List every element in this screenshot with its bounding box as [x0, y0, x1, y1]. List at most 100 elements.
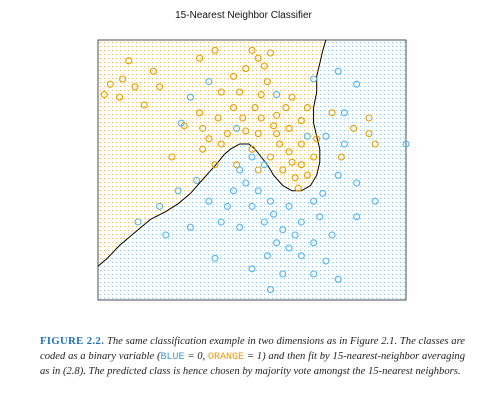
- orange-point: [371, 140, 379, 148]
- orange-point: [297, 117, 305, 125]
- blue-point: [310, 270, 318, 278]
- orange-point: [273, 111, 281, 119]
- blue-code: BLUE: [160, 351, 185, 363]
- blue-point: [260, 161, 268, 169]
- orange-point: [303, 104, 311, 112]
- blue-point: [242, 179, 250, 187]
- orange-point: [229, 104, 238, 112]
- blue-point: [205, 78, 213, 86]
- orange-point: [279, 166, 287, 174]
- blue-point: [260, 218, 268, 226]
- orange-point: [263, 78, 271, 86]
- orange-point: [199, 124, 207, 132]
- orange-point: [239, 114, 247, 122]
- orange-point: [288, 93, 296, 101]
- blue-point: [229, 187, 238, 195]
- orange-point: [100, 91, 108, 99]
- blue-point: [266, 286, 275, 294]
- blue-point: [371, 197, 379, 205]
- blue-point: [270, 210, 278, 218]
- orange-point: [260, 62, 268, 70]
- orange-point: [313, 135, 321, 143]
- orange-point: [217, 140, 225, 148]
- decision-boundary: [97, 39, 327, 267]
- orange-point: [196, 54, 204, 62]
- orange-point: [273, 130, 281, 138]
- blue-point: [334, 67, 342, 75]
- blue-point: [285, 202, 293, 210]
- orange-point: [205, 135, 213, 143]
- orange-point: [242, 65, 250, 73]
- orange-point: [116, 93, 124, 101]
- orange-point: [285, 148, 293, 156]
- orange-point: [310, 153, 318, 161]
- blue-point: [297, 218, 305, 226]
- orange-point: [294, 184, 302, 192]
- blue-point: [334, 171, 342, 179]
- blue-point: [353, 179, 361, 187]
- caption-text-c: = 1) and then fit by 15-nearest-neighbor…: [40, 350, 465, 378]
- caption-text-b: = 0,: [184, 350, 209, 362]
- blue-point: [340, 140, 348, 148]
- blue-point: [156, 202, 164, 210]
- orange-point: [223, 130, 231, 138]
- orange-point: [211, 46, 219, 54]
- blue-point: [340, 109, 348, 117]
- orange-point: [297, 140, 305, 148]
- blue-point: [310, 197, 318, 205]
- plot-frame: [97, 39, 407, 301]
- orange-point: [254, 166, 262, 174]
- orange-point: [131, 83, 139, 91]
- blue-point: [279, 270, 287, 278]
- orange-code: ORANGE: [208, 351, 245, 363]
- figure-caption: FIGURE 2.2. The same classification exam…: [40, 335, 465, 380]
- orange-point: [251, 104, 259, 112]
- blue-point: [291, 231, 299, 239]
- blue-point: [174, 187, 182, 195]
- blue-point: [248, 202, 256, 210]
- caption-text-a: The same classification example in two d…: [40, 336, 466, 362]
- orange-point: [248, 46, 256, 54]
- blue-point: [334, 275, 342, 283]
- orange-point: [254, 54, 262, 62]
- knn-plot: [97, 39, 410, 301]
- blue-point: [211, 254, 219, 262]
- orange-point: [288, 158, 296, 166]
- orange-point: [156, 83, 164, 91]
- blue-point: [162, 231, 170, 239]
- blue-point: [248, 153, 256, 161]
- plot-title: 15-Nearest Neighbor Classifier: [175, 10, 312, 21]
- orange-point: [168, 153, 176, 161]
- blue-point: [316, 213, 324, 221]
- class-region-grid: [100, 42, 405, 299]
- blue-point: [266, 197, 275, 205]
- orange-point: [276, 140, 284, 148]
- blue-point: [353, 80, 361, 88]
- blue-point: [205, 197, 213, 205]
- blue-point: [217, 218, 225, 226]
- orange-point: [248, 145, 256, 153]
- blue-point: [186, 93, 194, 101]
- blue-point: [233, 124, 241, 132]
- blue-point: [263, 252, 271, 260]
- orange-point: [337, 153, 345, 161]
- orange-point: [303, 171, 311, 179]
- orange-point: [297, 161, 305, 169]
- orange-point: [242, 127, 250, 135]
- orange-point: [149, 67, 157, 75]
- blue-point: [310, 239, 318, 247]
- orange-point: [196, 109, 204, 117]
- training-points: [100, 46, 410, 294]
- blue-point: [353, 213, 361, 221]
- orange-point: [328, 109, 336, 117]
- blue-point: [236, 166, 244, 174]
- orange-point: [233, 161, 241, 169]
- orange-point: [217, 88, 225, 96]
- blue-point: [322, 257, 330, 265]
- orange-point: [365, 114, 373, 122]
- blue-point: [285, 244, 293, 252]
- orange-point: [229, 72, 238, 80]
- orange-point: [254, 130, 262, 138]
- orange-point: [365, 130, 373, 138]
- orange-point: [214, 114, 222, 122]
